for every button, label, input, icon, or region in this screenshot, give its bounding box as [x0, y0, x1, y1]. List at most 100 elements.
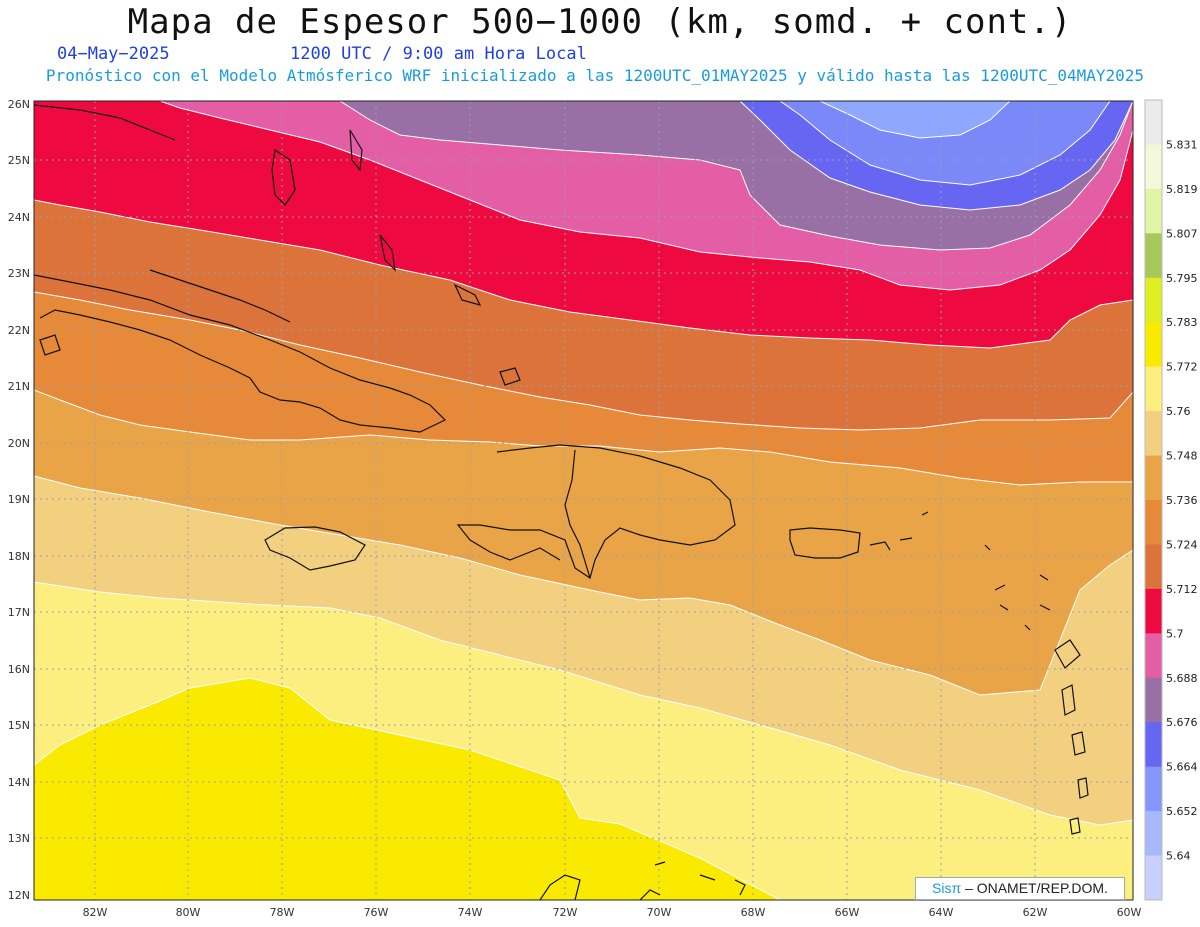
colorbar-swatch: [1145, 188, 1162, 234]
lat-tick-label: 17N: [8, 606, 30, 619]
leeward-islands: [984, 544, 1051, 631]
credit-text: – ONAMET/REP.DOM.: [965, 880, 1108, 896]
st-vincent: [1077, 777, 1089, 799]
cuba-north-keys: [149, 269, 291, 323]
colorbar: 5.831 5.819 5.807 5.795 5.783 5.772 5.76 5.748 5…: [1144, 99, 1198, 901]
colorbar-label: 5.748: [1166, 450, 1198, 463]
aruba-curacao: [654, 861, 746, 896]
colorbar-label: 5.819: [1166, 183, 1198, 196]
colorbar-swatch: [1145, 233, 1162, 279]
colorbar-swatch: [1145, 544, 1162, 590]
puerto-rico-coast: [789, 527, 861, 559]
colorbar-swatch: [1145, 411, 1162, 457]
lon-tick-label: 78W: [270, 906, 295, 919]
longitude-axis: 82W 80W 78W 76W 74W 72W 70W 68W 66W 64W …: [83, 906, 1142, 919]
lat-tick-label: 23N: [8, 267, 30, 280]
lon-tick-label: 74W: [458, 906, 483, 919]
colorbar-label: 5.736: [1166, 494, 1198, 507]
florida-keys: [34, 104, 176, 141]
lon-tick-label: 60W: [1117, 906, 1142, 919]
colorbar-swatch: [1145, 100, 1162, 145]
lat-tick-label: 19N: [8, 493, 30, 506]
colorbar-label: 5.831: [1166, 138, 1198, 151]
colorbar-label: 5.712: [1166, 583, 1198, 596]
lat-tick-label: 16N: [8, 663, 30, 676]
lon-tick-label: 80W: [176, 906, 201, 919]
colorbar-label: 5.652: [1166, 805, 1198, 818]
colorbar-frame: [1144, 99, 1163, 901]
colorbar-swatch: [1145, 811, 1162, 857]
lon-tick-label: 64W: [929, 906, 954, 919]
colorbar-swatch: [1145, 722, 1162, 768]
hispaniola-border: [564, 449, 591, 579]
lat-tick-label: 14N: [8, 776, 30, 789]
colorbar-label: 5.688: [1166, 672, 1198, 685]
credit-brand: Sisπ: [932, 880, 962, 896]
colorbar-swatch: [1145, 588, 1162, 634]
lon-tick-label: 70W: [647, 906, 672, 919]
bahamas-andros: [271, 148, 296, 206]
coastlines: [34, 104, 1089, 900]
colorbar-label: 5.724: [1166, 538, 1198, 551]
lat-tick-label: 13N: [8, 832, 30, 845]
st-lucia: [1071, 731, 1086, 756]
colorbar-label: 5.795: [1166, 272, 1198, 285]
lat-tick-label: 26N: [8, 98, 30, 111]
forecast-date: 04−May−2025: [57, 44, 170, 64]
forecast-validity: Pronóstico con el Modelo Atmósferico WRF…: [45, 66, 1145, 85]
lon-tick-label: 82W: [83, 906, 108, 919]
thickness-bands: [34, 101, 1133, 900]
colorbar-swatch: [1145, 500, 1162, 545]
guadeloupe: [1054, 639, 1081, 669]
lat-tick-label: 22N: [8, 324, 30, 337]
band-5640: [819, 101, 1011, 139]
lon-tick-label: 72W: [553, 906, 578, 919]
bahamas-eleuthera: [379, 234, 396, 272]
colorbar-swatch: [1145, 766, 1162, 812]
colorbar-label: 5.64: [1166, 850, 1191, 863]
bahamas-abaco: [349, 129, 363, 172]
lat-tick-label: 12N: [8, 889, 30, 902]
jamaica-coast: [264, 526, 366, 571]
turks-caicos: [499, 367, 521, 386]
colorbar-swatch: [1145, 277, 1162, 323]
latitude-axis: 26N 25N 24N 23N 22N 21N 20N 19N 18N 17N …: [8, 98, 30, 902]
isla-juventud: [39, 334, 61, 356]
virgin-islands: [869, 511, 929, 551]
graticule: [34, 101, 1133, 900]
lat-tick-label: 20N: [8, 437, 30, 450]
colorbar-swatch: [1145, 322, 1162, 368]
lon-tick-label: 76W: [364, 906, 389, 919]
lat-tick-label: 25N: [8, 154, 30, 167]
forecast-time: 1200 UTC / 9:00 am Hora Local: [290, 44, 587, 64]
colorbar-label: 5.76: [1166, 405, 1191, 418]
cuba-coast: [34, 274, 447, 433]
credit-box: Sisπ – ONAMET/REP.DOM.: [915, 877, 1125, 900]
band-5652: [779, 101, 1111, 186]
bahamas-long-island: [453, 283, 482, 306]
martinique: [1061, 684, 1076, 716]
lat-tick-label: 18N: [8, 550, 30, 563]
colorbar-label: 5.783: [1166, 316, 1198, 329]
colorbar-swatch: [1145, 366, 1162, 412]
lat-tick-label: 15N: [8, 719, 30, 732]
lon-tick-label: 68W: [741, 906, 766, 919]
lat-tick-label: 21N: [8, 380, 30, 393]
colorbar-label: 5.772: [1166, 361, 1198, 374]
colorbar-swatch: [1145, 455, 1162, 501]
colorbar-label: 5.664: [1166, 761, 1198, 774]
south-america-coast: [539, 874, 661, 900]
colorbar-swatch: [1145, 633, 1162, 679]
barbados: [1069, 817, 1081, 835]
colorbar-swatch: [1145, 144, 1162, 190]
lat-tick-label: 24N: [8, 211, 30, 224]
map-frame: [33, 100, 1134, 901]
colorbar-label: 5.7: [1166, 627, 1184, 640]
colorbar-label: 5.676: [1166, 716, 1198, 729]
hispaniola-coast: [456, 444, 736, 579]
colorbar-swatch: [1145, 855, 1162, 901]
lon-tick-label: 66W: [835, 906, 860, 919]
lon-tick-label: 62W: [1023, 906, 1048, 919]
map-title: Mapa de Espesor 500−1000 (km, somd. + co…: [127, 2, 1073, 42]
